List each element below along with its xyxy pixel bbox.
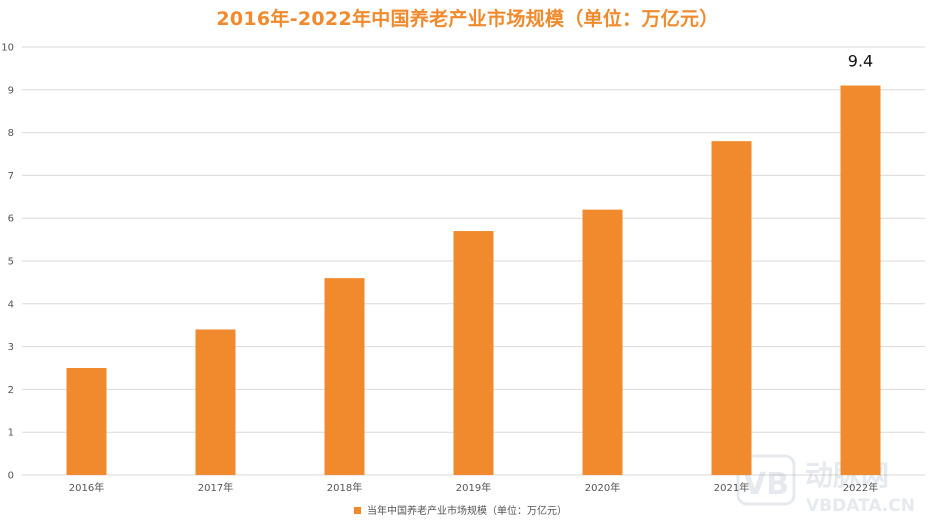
bar-2020年 <box>582 209 623 475</box>
x-axis-ticks: 2016年 2017年 2018年 2019年 2020年 2021年 2022年 <box>69 481 878 494</box>
bar-2021年 <box>711 141 752 475</box>
watermark: VB 动脉网 VBDATA.CN <box>736 454 915 516</box>
legend: 当年中国养老产业市场规模（单位：万亿元） <box>354 504 567 517</box>
x-tick-label: 2021年 <box>714 481 749 494</box>
watermark-logo-icon <box>736 454 796 506</box>
bars <box>66 85 881 476</box>
legend-swatch <box>354 507 361 514</box>
data-labels: 9.4 <box>826 47 895 80</box>
x-tick-label: 2022年 <box>843 481 878 494</box>
x-tick-label: 2016年 <box>69 481 104 494</box>
y-tick-label: 3 <box>8 342 14 353</box>
legend-label: 当年中国养老产业市场规模（单位：万亿元） <box>367 504 567 517</box>
y-tick-label: 0 <box>8 471 14 482</box>
y-axis-ticks: 0 1 2 3 4 5 6 7 8 9 10 <box>1 43 14 482</box>
chart-title: 2016年-2022年中国养老产业市场规模（单位：万亿元） <box>216 8 719 30</box>
y-tick-label: 1 <box>8 428 14 439</box>
bar-2022年 <box>840 85 881 476</box>
y-tick-label: 8 <box>8 128 14 139</box>
y-tick-label: 9 <box>8 85 14 96</box>
y-tick-label: 10 <box>1 43 14 54</box>
y-tick-label: 4 <box>8 299 14 310</box>
y-tick-label: 2 <box>8 385 14 396</box>
x-tick-label: 2017年 <box>198 481 233 494</box>
data-label: 9.4 <box>848 52 873 71</box>
data-label-background <box>826 47 895 80</box>
y-tick-label: 5 <box>8 257 14 268</box>
bar-2018年 <box>324 278 365 475</box>
y-tick-label: 7 <box>8 171 14 182</box>
watermark-text-en: VBDATA.CN <box>806 496 915 516</box>
bar-2019年 <box>453 231 494 475</box>
x-tick-label: 2019年 <box>456 481 491 494</box>
y-tick-label: 6 <box>8 214 14 225</box>
x-tick-label: 2018年 <box>327 481 362 494</box>
bar-2016年 <box>66 368 107 475</box>
x-tick-label: 2020年 <box>585 481 620 494</box>
bar-2017年 <box>195 329 236 475</box>
